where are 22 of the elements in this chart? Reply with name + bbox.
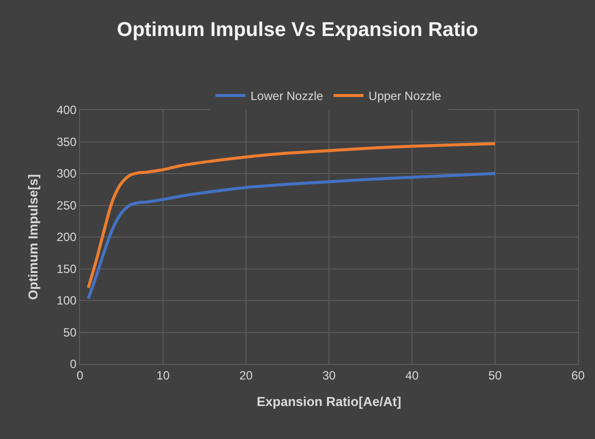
chart-title: Optimum Impulse Vs Expansion Ratio [116,18,478,41]
x-axis-title: Expansion Ratio[Ae/At] [256,394,402,409]
y-tick-label: 0 [70,357,77,372]
x-tick-label: 30 [322,368,336,382]
x-tick-label: 40 [405,368,419,382]
y-tick-label: 50 [63,325,77,340]
x-tick-label: 20 [239,368,253,382]
x-tick-label: 60 [571,368,585,382]
y-axis-title: Optimum Impulse[s] [26,174,41,300]
x-tick-label: 50 [488,368,502,382]
y-tick-label: 100 [56,294,77,308]
line-series [86,142,496,290]
y-tick-label: 150 [56,262,77,276]
y-tick-label: 250 [56,198,77,212]
y-tick-label: 350 [56,134,77,149]
legend-label: Lower Nozzle [250,89,324,104]
legend-label: Upper Nozzle [368,89,442,104]
y-tick-label: 400 [56,103,77,118]
x-tick-label: 10 [156,368,170,382]
y-tick-label: 200 [56,230,77,244]
y-tick-label: 300 [56,166,77,181]
line-series [86,172,496,300]
